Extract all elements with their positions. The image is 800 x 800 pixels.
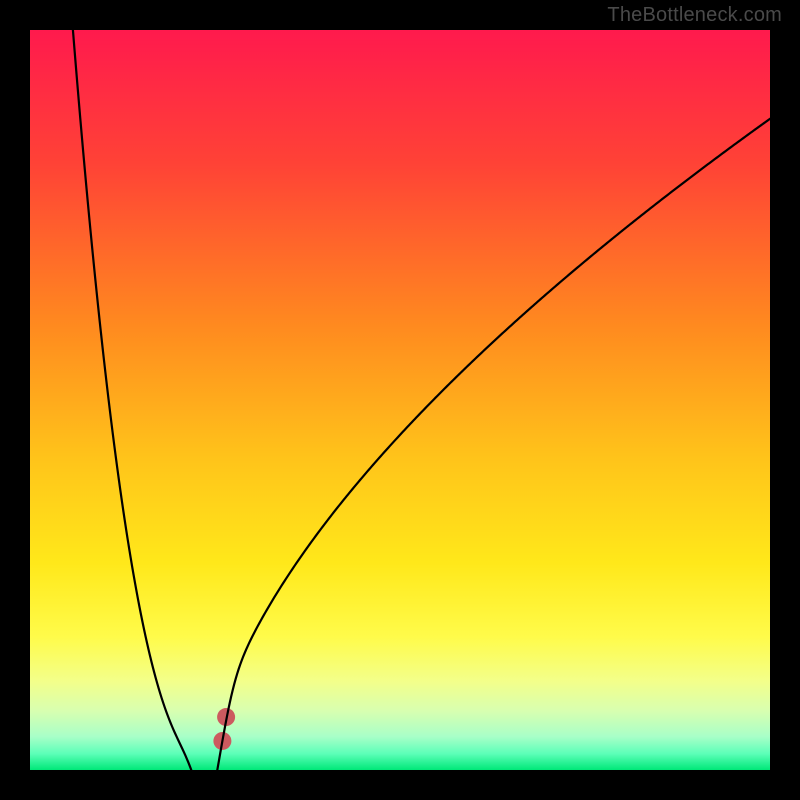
outer-frame: TheBottleneck.com <box>0 0 800 800</box>
watermark-text: TheBottleneck.com <box>607 4 782 27</box>
valley-markers <box>188 708 236 770</box>
bottleneck-curve <box>30 30 770 770</box>
curve-layer <box>30 30 770 770</box>
plot-area <box>30 30 770 770</box>
